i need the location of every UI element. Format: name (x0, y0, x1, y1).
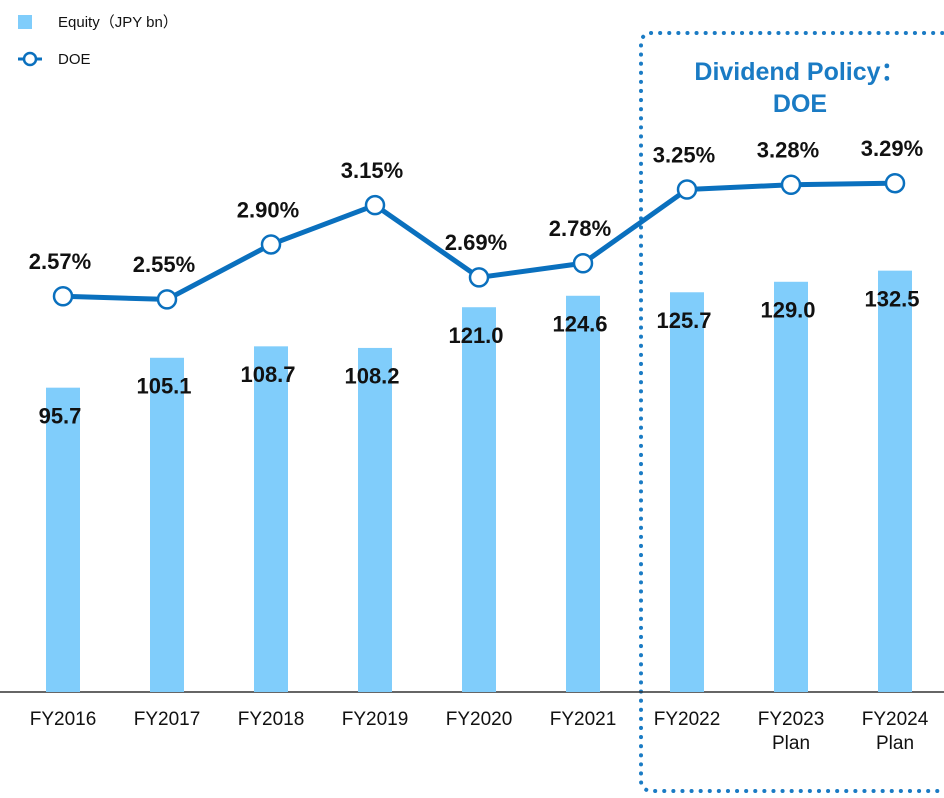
legend-marker (22, 51, 38, 67)
bar (462, 307, 496, 692)
data-label: 3.25% (653, 142, 715, 167)
data-label: 108.7 (240, 362, 295, 387)
marker (364, 194, 386, 216)
data-label: 2.90% (237, 197, 299, 222)
x-tick-label: FY2016 (29, 709, 97, 730)
x-tick-label: FY2020 (445, 709, 513, 730)
data-label: 2.57% (29, 249, 91, 274)
marker (884, 172, 906, 194)
bar (358, 347, 392, 692)
marker (52, 286, 74, 307)
bar (46, 387, 80, 692)
data-label: 95.7 (39, 403, 82, 428)
policy-box (639, 31, 944, 793)
annotation: Dividend Policy： DOE (694, 58, 906, 118)
bar (150, 357, 184, 692)
marker (780, 174, 802, 196)
marker (156, 289, 178, 310)
marker (572, 253, 594, 274)
data-label: 2.78% (549, 216, 611, 241)
bar (670, 292, 704, 692)
x-tick-label: FY2017 (133, 709, 201, 730)
data-label: 129.0 (760, 298, 815, 323)
marker (260, 234, 282, 255)
bar (774, 281, 808, 692)
legend-label: DOE (58, 51, 91, 68)
x-tick-label: FY2023 Plan (757, 709, 825, 754)
bar (566, 295, 600, 692)
data-label: 121.0 (448, 323, 503, 348)
data-label: 105.1 (136, 374, 191, 399)
data-label: 125.7 (656, 308, 711, 333)
data-label: 132.5 (864, 286, 919, 311)
marker (468, 267, 490, 288)
data-label: 108.2 (344, 364, 399, 389)
x-tick-label: FY2022 (653, 709, 721, 730)
x-tick-label: FY2018 (237, 709, 305, 730)
data-label: 124.6 (552, 312, 607, 337)
data-label: 3.15% (341, 158, 403, 183)
data-label: 3.28% (757, 138, 819, 163)
x-tick-label: FY2019 (341, 709, 409, 730)
data-label: 2.69% (445, 230, 507, 255)
x-tick-label: FY2021 (549, 709, 617, 730)
legend-swatch (18, 15, 32, 29)
bar (254, 346, 288, 692)
x-tick-label: FY2024 Plan (861, 709, 929, 754)
legend-label: Equity（JPY bn） (58, 14, 178, 31)
data-label: 2.55% (133, 252, 195, 277)
data-label: 3.29% (861, 136, 923, 161)
marker (676, 179, 698, 200)
bar (878, 270, 912, 692)
